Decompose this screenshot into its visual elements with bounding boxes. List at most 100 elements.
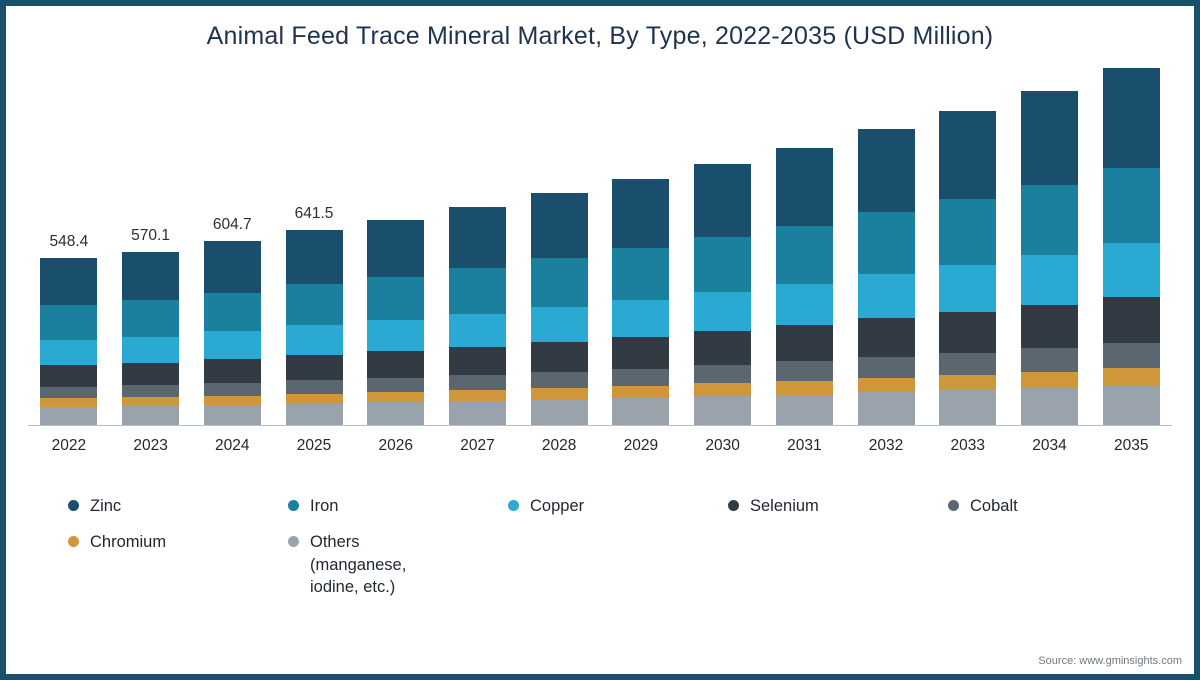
bar-segment-selenium — [775, 325, 833, 362]
value-label-2025: 641.5 — [294, 204, 334, 222]
legend-label-iron: Iron — [310, 497, 339, 515]
bar-segment-others-manganese-iodine-etc — [1102, 385, 1160, 425]
bar-segment-selenium — [122, 362, 180, 386]
bar-segment-iron — [939, 198, 997, 265]
bar-segment-cobalt — [694, 365, 752, 384]
legend-marker-copper — [508, 500, 519, 511]
bar-segment-chromium — [1020, 371, 1078, 389]
bar-segment-cobalt — [40, 386, 98, 399]
bar-segment-chromium — [367, 392, 425, 403]
legend-item-copper: Copper — [508, 495, 728, 517]
bar-segment-cobalt — [203, 382, 261, 396]
plot-area: 548.4 570.1 604.7 641.5 — [28, 61, 1172, 426]
x-axis-label-2030: 2030 — [705, 437, 740, 454]
bar-segment-chromium — [694, 383, 752, 397]
legend-marker-chromium — [68, 536, 79, 548]
bar-segment-iron — [448, 268, 506, 314]
chart-title: Animal Feed Trace Mineral Market, By Typ… — [206, 22, 994, 50]
chart-area: 548.4 570.1 604.7 641.5 2022 2023 2024 2025 202… — [28, 61, 1172, 455]
bar-segment-selenium — [612, 336, 670, 369]
bar-segment-copper — [285, 325, 343, 355]
bar-column-2025: 641.5 — [273, 205, 355, 425]
legend-item-chromium: Chromium — [68, 531, 288, 598]
bar-column-2031 — [763, 148, 845, 425]
bar-column-2026 — [355, 219, 437, 425]
bar-segment-copper — [40, 340, 98, 366]
stacked-bar-2030 — [694, 164, 752, 425]
source-credit: Source: www.gminsights.com — [1038, 655, 1182, 667]
bar-segment-selenium — [857, 318, 915, 357]
bar-segment-chromium — [122, 397, 180, 406]
stacked-bar-2029 — [612, 179, 670, 425]
x-axis-label-2028: 2028 — [541, 437, 577, 454]
value-label-2022: 548.4 — [49, 233, 89, 251]
legend: Zinc Iron Copper Selenium Cobalt Chromium Othe… — [68, 495, 1194, 598]
bar-segment-others-manganese-iodine-etc — [775, 394, 833, 425]
stacked-bar-2032 — [857, 128, 915, 425]
bar-segment-others-manganese-iodine-etc — [694, 396, 752, 425]
bar-segment-selenium — [939, 311, 997, 353]
bar-segment-others-manganese-iodine-etc — [612, 398, 670, 425]
bar-segment-chromium — [530, 387, 588, 400]
bar-segment-zinc — [857, 128, 915, 212]
bar-segment-cobalt — [530, 371, 588, 388]
bar-segment-cobalt — [857, 356, 915, 378]
bar-segment-others-manganese-iodine-etc — [1020, 388, 1078, 425]
legend-label-zinc: Zinc — [90, 497, 122, 515]
bar-column-2023: 570.1 — [110, 227, 192, 425]
bar-segment-others-manganese-iodine-etc — [857, 392, 915, 425]
bar-segment-copper — [530, 306, 588, 342]
x-axis-label-2029: 2029 — [623, 437, 659, 454]
bar-column-2035 — [1090, 68, 1172, 425]
bar-segment-zinc — [40, 258, 98, 306]
bar-segment-others-manganese-iodine-etc — [203, 404, 261, 425]
bar-column-2024: 604.7 — [191, 216, 273, 425]
bar-segment-iron — [1102, 168, 1160, 244]
x-axis-label-2026: 2026 — [378, 437, 413, 454]
bar-column-2033 — [927, 110, 1009, 425]
value-label-2023: 570.1 — [131, 226, 170, 244]
legend-label-cobalt: Cobalt — [970, 497, 1018, 515]
bar-segment-selenium — [694, 331, 752, 366]
bar-column-2030 — [682, 164, 764, 425]
x-axis-label-2035: 2035 — [1113, 437, 1149, 454]
bar-segment-chromium — [939, 374, 997, 391]
bar-segment-copper — [448, 313, 506, 347]
bar-segment-zinc — [285, 229, 343, 285]
bar-segment-others-manganese-iodine-etc — [367, 402, 425, 425]
bar-segment-iron — [367, 277, 425, 321]
bar-segment-others-manganese-iodine-etc — [939, 390, 997, 425]
bar-segment-others-manganese-iodine-etc — [448, 401, 506, 425]
bar-segment-zinc — [939, 110, 997, 199]
bar-segment-chromium — [203, 395, 261, 405]
stacked-bar-2022 — [40, 258, 98, 425]
stacked-bar-2034 — [1020, 90, 1078, 425]
stacked-bar-2031 — [775, 148, 833, 425]
bar-segment-selenium — [448, 346, 506, 375]
bar-segment-iron — [122, 300, 180, 337]
bar-segment-chromium — [40, 398, 98, 407]
bar-segment-copper — [694, 292, 752, 332]
legend-item-others-manganese-iodine-etc: Others (manganese, iodine, etc.) — [288, 531, 508, 598]
x-axis-label-2032: 2032 — [868, 437, 904, 454]
bar-segment-zinc — [203, 241, 261, 293]
bar-segment-selenium — [1020, 304, 1078, 349]
stacked-bar-2023 — [122, 251, 180, 425]
legend-label-copper: Copper — [530, 497, 585, 515]
legend-marker-others-manganese-iodine-etc — [288, 536, 299, 548]
bar-segment-copper — [1102, 243, 1160, 297]
bar-segment-cobalt — [1020, 348, 1078, 372]
legend-label-others-manganese-iodine-etc: Others (manganese, iodine, etc.) — [310, 533, 407, 596]
bar-segment-selenium — [530, 341, 588, 372]
bar-segment-copper — [1020, 254, 1078, 305]
bar-segment-zinc — [1102, 68, 1160, 169]
bar-segment-zinc — [530, 193, 588, 259]
legend-item-zinc: Zinc — [68, 495, 288, 517]
stacked-bar-2025 — [285, 229, 343, 425]
bar-segment-chromium — [775, 380, 833, 395]
value-label-2024: 604.7 — [212, 216, 252, 234]
bar-segment-copper — [775, 283, 833, 326]
bar-segment-others-manganese-iodine-etc — [122, 405, 180, 425]
bar-segment-iron — [40, 305, 98, 341]
